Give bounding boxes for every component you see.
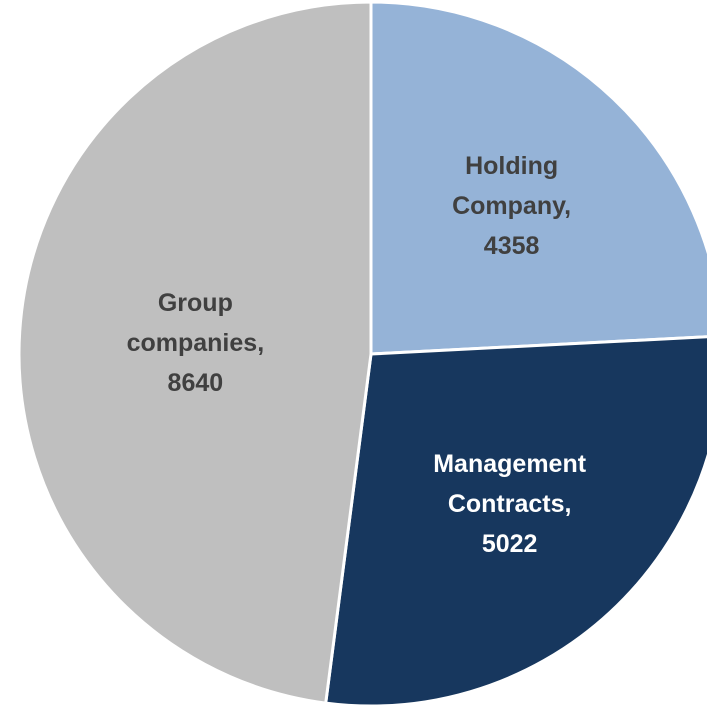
data-label: Management Contracts 5022: [395, 444, 625, 564]
label-category: Group companies: [127, 289, 265, 357]
data-label: Holding Company 4358: [427, 146, 597, 266]
label-value: 4358: [483, 231, 540, 260]
label-category: Holding Company: [452, 152, 571, 220]
label-value: 8640: [167, 368, 224, 397]
pie-slice: [17, 0, 373, 705]
data-label: Group companies 8640: [100, 283, 290, 403]
label-category: Management Contracts: [433, 450, 586, 518]
pie-slice: [324, 335, 707, 706]
label-value: 5022: [481, 529, 538, 558]
pie-slice: [369, 0, 707, 356]
